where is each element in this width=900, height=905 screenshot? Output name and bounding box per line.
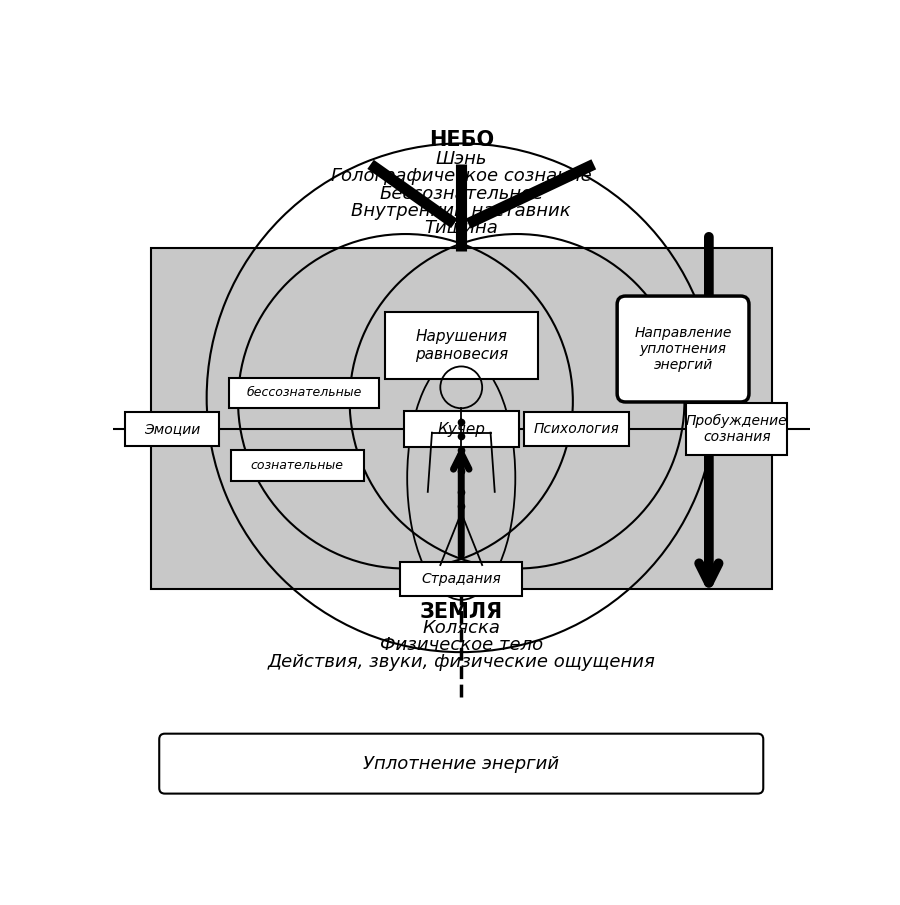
Text: Уплотнение энергий: Уплотнение энергий: [364, 755, 559, 773]
FancyBboxPatch shape: [384, 312, 538, 378]
Text: Направление
уплотнения
энергий: Направление уплотнения энергий: [634, 326, 732, 372]
Text: сознательные: сознательные: [251, 459, 344, 472]
Text: Коляска: Коляска: [422, 619, 500, 637]
FancyBboxPatch shape: [159, 734, 763, 794]
Text: Нарушения
равновесия: Нарушения равновесия: [415, 329, 508, 362]
Text: Эмоции: Эмоции: [144, 422, 200, 436]
Text: НЕБО: НЕБО: [428, 130, 494, 150]
Text: Физическое тело: Физическое тело: [380, 636, 543, 654]
Text: Бессознательное: Бессознательное: [379, 185, 544, 203]
Text: бессознательные: бессознательные: [247, 386, 362, 399]
Text: ЗЕМЛЯ: ЗЕМЛЯ: [419, 602, 503, 622]
FancyBboxPatch shape: [617, 296, 749, 402]
Text: Пробуждение
сознания: Пробуждение сознания: [686, 414, 788, 444]
FancyBboxPatch shape: [524, 413, 629, 446]
Text: Кучер: Кучер: [437, 422, 485, 436]
FancyBboxPatch shape: [125, 413, 219, 446]
Text: Страдания: Страдания: [421, 572, 501, 586]
Text: Голографическое сознание: Голографическое сознание: [331, 167, 591, 186]
Text: Внутренний наставник: Внутренний наставник: [351, 202, 572, 220]
Text: Тишина: Тишина: [425, 219, 498, 237]
FancyBboxPatch shape: [686, 403, 788, 455]
FancyBboxPatch shape: [151, 248, 771, 589]
Text: Психология: Психология: [534, 422, 619, 436]
FancyBboxPatch shape: [400, 562, 522, 595]
FancyBboxPatch shape: [230, 377, 379, 408]
FancyBboxPatch shape: [404, 411, 518, 447]
Text: Действия, звуки, физические ощущения: Действия, звуки, физические ощущения: [267, 653, 655, 671]
FancyBboxPatch shape: [231, 450, 364, 481]
Text: Шэнь: Шэнь: [436, 149, 487, 167]
